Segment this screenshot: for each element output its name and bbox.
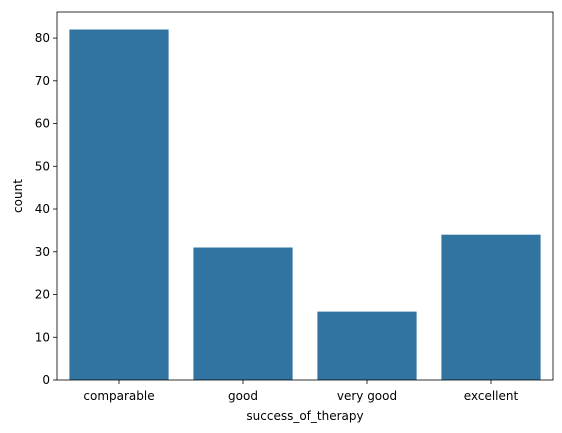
y-tick-label: 30 (35, 245, 50, 259)
x-tick-label: good (228, 389, 258, 403)
y-tick-label: 20 (35, 288, 50, 302)
y-axis-label: count (11, 179, 25, 213)
y-tick-label: 80 (35, 31, 50, 45)
y-tick-label: 10 (35, 330, 50, 344)
y-tick-label: 60 (35, 117, 50, 131)
y-tick-label: 70 (35, 74, 50, 88)
plot-frame (56, 11, 554, 381)
y-axis-ticks: 0 10 20 30 40 50 60 70 80 (35, 31, 57, 387)
x-axis-ticks: comparable good very good excellent (83, 380, 518, 403)
y-tick-label: 40 (35, 202, 50, 216)
bar-good (193, 247, 293, 380)
bars (69, 29, 541, 381)
x-tick-label: comparable (83, 389, 154, 403)
y-tick-label: 50 (35, 159, 50, 173)
bar-very-good (317, 311, 417, 380)
x-tick-label: excellent (464, 389, 519, 403)
y-tick-label: 0 (42, 373, 50, 387)
bar-excellent (441, 234, 541, 380)
x-tick-label: very good (337, 389, 397, 403)
bar-comparable (69, 29, 169, 381)
x-axis-label: success_of_therapy (246, 409, 363, 423)
